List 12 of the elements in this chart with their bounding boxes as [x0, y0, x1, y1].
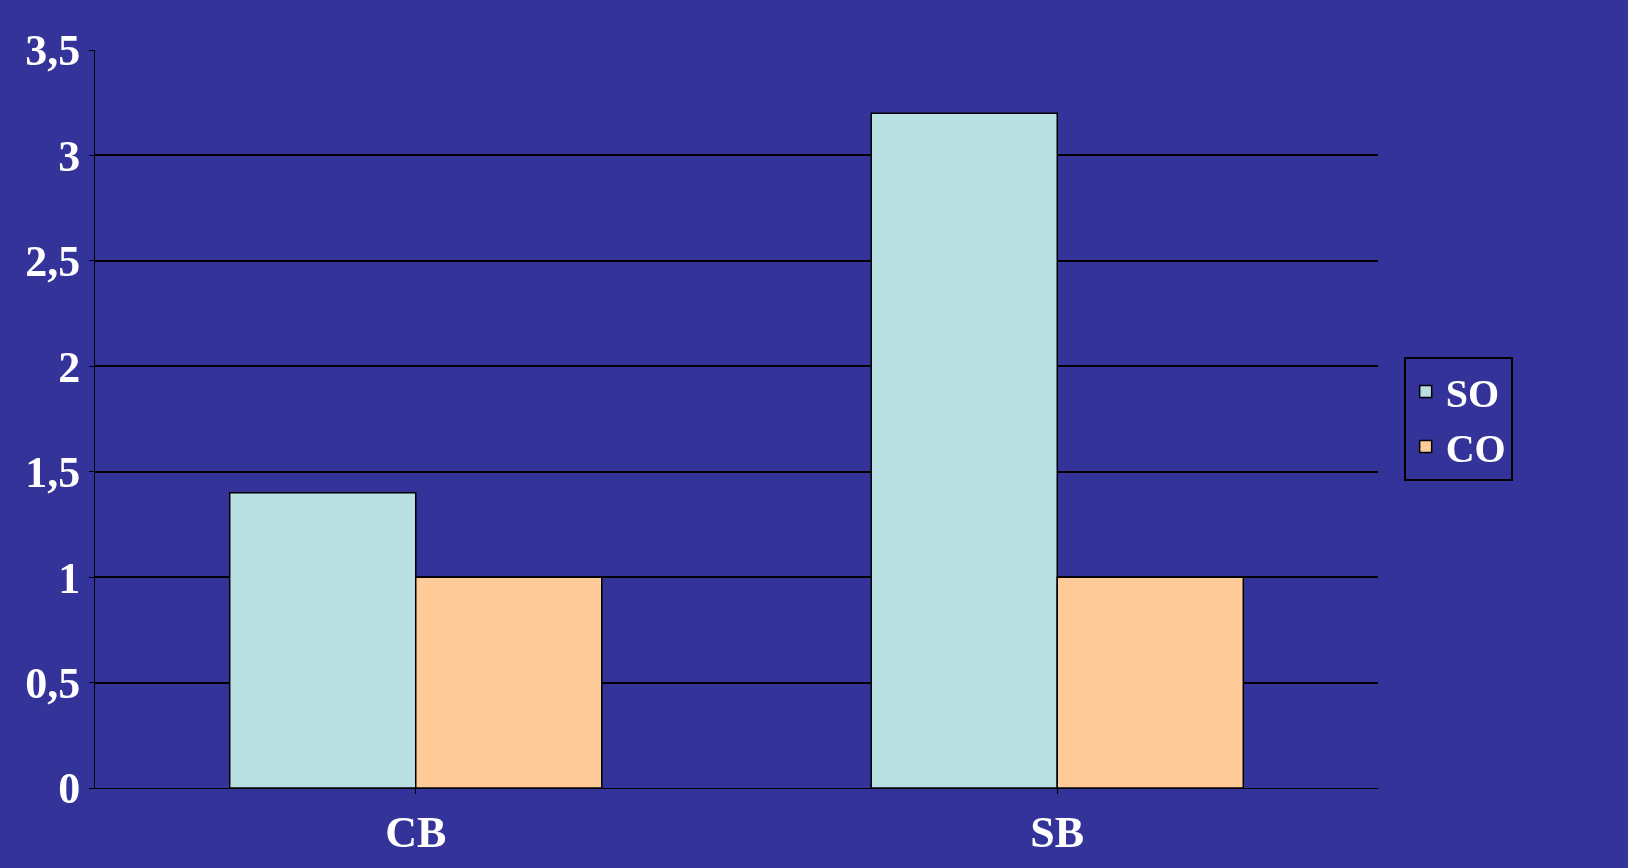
legend-label: SO	[1445, 371, 1500, 417]
y-tick-label: 0	[58, 764, 81, 814]
y-tick-label: 0,5	[25, 658, 81, 708]
y-tick-label: 3	[58, 131, 81, 181]
x-tick-label: CB	[385, 807, 447, 857]
y-tick-label: 1,5	[25, 448, 81, 498]
x-tick-label: SB	[1030, 807, 1085, 857]
y-tick-label: 3,5	[25, 26, 81, 76]
legend-label: CO	[1445, 426, 1506, 472]
y-tick-label: 2	[58, 342, 81, 392]
y-tick-label: 1	[58, 553, 81, 603]
y-tick-label: 2,5	[25, 237, 81, 287]
